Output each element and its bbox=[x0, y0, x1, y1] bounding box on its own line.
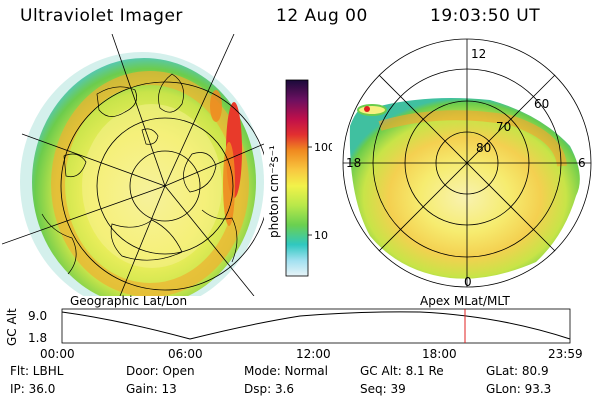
altitude-xtick-1800: 18:00 bbox=[422, 347, 457, 361]
info-gcalt: GC Alt: 8.1 Re bbox=[360, 364, 444, 378]
altitude-xtick-2359: 23:59 bbox=[548, 347, 583, 361]
mlt-label-12: 12 bbox=[471, 47, 486, 61]
altitude-xtick-0000: 00:00 bbox=[40, 347, 75, 361]
mlat-label-80: 80 bbox=[476, 141, 491, 155]
apex-caption: Apex MLat/MLT bbox=[420, 294, 510, 308]
info-glat: GLat: 80.9 bbox=[486, 364, 549, 378]
mlt-label-6: 6 bbox=[578, 156, 586, 170]
altitude-ytick-1-8: 1.8 bbox=[28, 331, 47, 345]
info-door: Door: Open bbox=[126, 364, 195, 378]
geographic-caption: Geographic Lat/Lon bbox=[70, 294, 188, 308]
colorbar-tick-100: 100 bbox=[314, 141, 332, 154]
mlat-label-70: 70 bbox=[496, 120, 511, 134]
mlt-label-0: 0 bbox=[464, 275, 472, 289]
colorbar-unit-label: photon cm⁻²s⁻¹ bbox=[267, 145, 281, 238]
instrument-title: Ultraviolet Imager bbox=[20, 6, 183, 26]
info-seq: Seq: 39 bbox=[360, 382, 406, 396]
time-label: 19:03:50 UT bbox=[430, 6, 541, 26]
altitude-ylabel: GC Alt bbox=[5, 308, 19, 346]
colorbar: 100 10 photon cm⁻²s⁻¹ bbox=[267, 79, 332, 277]
altitude-xtick-1200: 12:00 bbox=[296, 347, 331, 361]
altitude-curve bbox=[61, 311, 571, 340]
geographic-image bbox=[2, 34, 264, 296]
mlat-label-60: 60 bbox=[534, 97, 549, 111]
altitude-xtick-0600: 06:00 bbox=[168, 347, 203, 361]
altitude-plot: GC Alt 9.0 1.8 00:00 06:00 12:00 18:00 2… bbox=[5, 308, 583, 361]
altitude-ytick-9: 9.0 bbox=[28, 309, 47, 323]
info-ip: IP: 36.0 bbox=[10, 382, 56, 396]
info-glon: GLon: 93.3 bbox=[486, 382, 552, 396]
info-mode: Mode: Normal bbox=[244, 364, 328, 378]
colorbar-tick-10: 10 bbox=[314, 229, 328, 242]
date-label: 12 Aug 00 bbox=[276, 6, 368, 26]
info-gain: Gain: 13 bbox=[126, 382, 177, 396]
info-dsp: Dsp: 3.6 bbox=[244, 382, 295, 396]
info-flt: Flt: LBHL bbox=[10, 364, 64, 378]
mlt-label-18: 18 bbox=[346, 156, 361, 170]
magnetic-polar-image: 12 18 6 0 80 70 60 bbox=[342, 38, 592, 289]
